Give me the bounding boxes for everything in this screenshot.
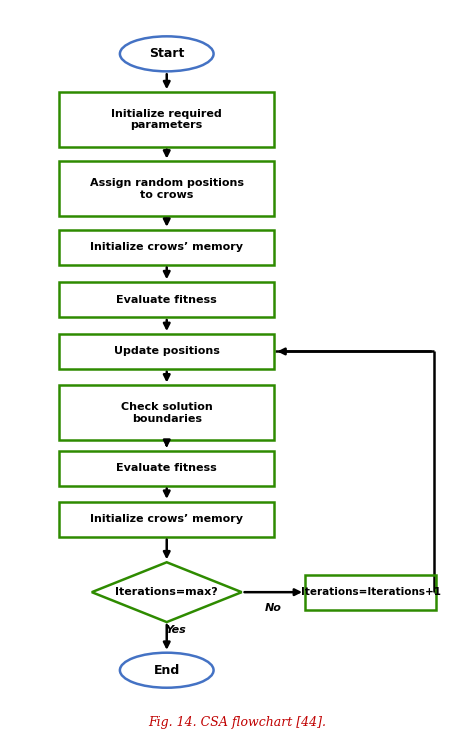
Text: Evaluate fitness: Evaluate fitness <box>116 463 217 473</box>
Text: Initialize required
parameters: Initialize required parameters <box>111 109 222 130</box>
Text: Iterations=Iterations+1: Iterations=Iterations+1 <box>301 587 440 597</box>
Text: Evaluate fitness: Evaluate fitness <box>116 295 217 305</box>
Text: Iterations=max?: Iterations=max? <box>115 587 218 597</box>
Text: Start: Start <box>149 47 184 60</box>
Text: Yes: Yes <box>166 625 186 635</box>
Text: End: End <box>154 664 180 677</box>
Text: Fig. 14. CSA flowchart [44].: Fig. 14. CSA flowchart [44]. <box>148 716 326 728</box>
Text: Initialize crows’ memory: Initialize crows’ memory <box>90 242 243 252</box>
Text: Update positions: Update positions <box>114 346 219 356</box>
Text: Check solution
boundaries: Check solution boundaries <box>121 402 213 423</box>
Text: No: No <box>265 603 282 613</box>
Text: Assign random positions
to crows: Assign random positions to crows <box>90 178 244 200</box>
Text: Initialize crows’ memory: Initialize crows’ memory <box>90 514 243 524</box>
